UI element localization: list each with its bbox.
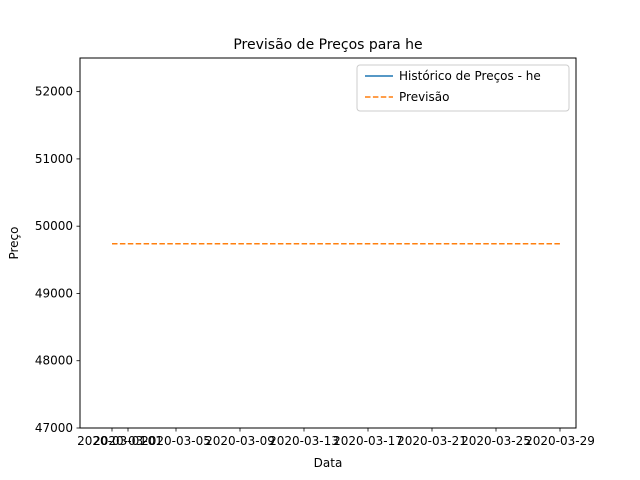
y-tick-label: 51000 xyxy=(35,152,73,166)
x-tick-label: 2020-03-01 xyxy=(93,434,163,448)
x-tick-label: 2020-03-25 xyxy=(461,434,531,448)
x-tick-label: 2020-03-21 xyxy=(397,434,467,448)
y-tick-label: 52000 xyxy=(35,85,73,99)
y-tick-label: 49000 xyxy=(35,286,73,300)
x-tick-label: 2020-03-09 xyxy=(205,434,275,448)
x-tick-label: 2020-03-13 xyxy=(269,434,339,448)
x-tick-label: 2020-03-01 xyxy=(77,434,147,448)
x-tick-label: 2020-03-17 xyxy=(333,434,403,448)
y-axis-label: Preço xyxy=(7,226,21,259)
y-tick-label: 50000 xyxy=(35,219,73,233)
x-axis: 2020-03-012020-03-012020-03-052020-03-09… xyxy=(77,428,595,448)
chart-title: Previsão de Preços para he xyxy=(233,37,422,53)
x-tick-label: 2020-03-05 xyxy=(141,434,211,448)
y-axis: 47000 48000 49000 50000 51000 52000 xyxy=(35,85,80,435)
y-tick-label: 48000 xyxy=(35,354,73,368)
legend-label: Histórico de Preços - he xyxy=(399,69,541,83)
legend-box xyxy=(356,64,570,112)
axes-frame xyxy=(79,57,577,429)
y-tick-label: 47000 xyxy=(35,421,73,435)
legend: Histórico de Preços - he Previsão xyxy=(356,64,570,112)
legend-label: Previsão xyxy=(399,90,449,104)
x-tick-label: 2020-03-29 xyxy=(525,434,595,448)
x-axis-label: Data xyxy=(314,456,343,470)
